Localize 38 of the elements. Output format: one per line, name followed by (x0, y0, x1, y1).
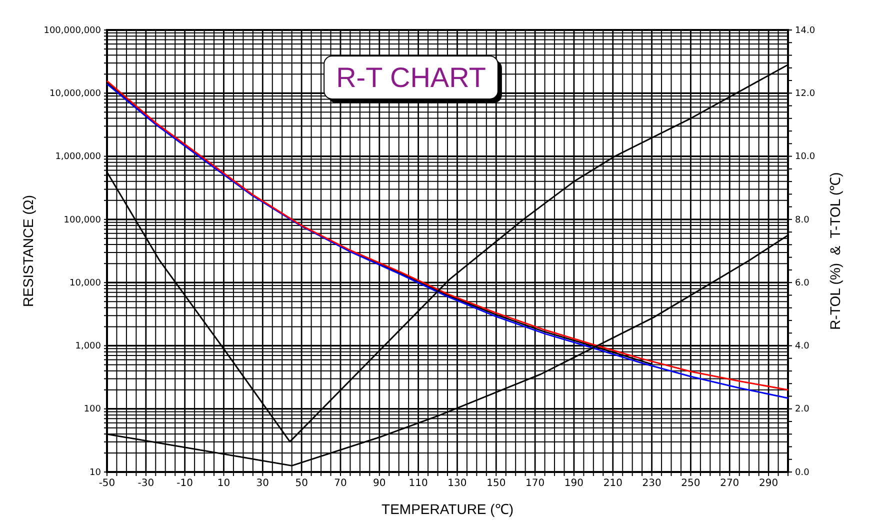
y2-tick-label: 12.0 (795, 89, 816, 100)
x-tick-label: 270 (720, 478, 740, 490)
y-tick-label: 100,000 (64, 215, 102, 226)
x-tick-label: 170 (526, 478, 545, 490)
y2-tick-label: 4.0 (795, 342, 810, 352)
y2-tick-label: 0.0 (795, 468, 810, 478)
y2-tick-label: 10.0 (795, 152, 816, 162)
x-tick-label: 90 (373, 478, 386, 490)
x-axis-title: TEMPERATURE (℃) (382, 501, 514, 517)
y-tick-label: 1,000 (75, 342, 102, 352)
y-tick-label: 10,000,000 (49, 89, 102, 100)
x-tick-label: 190 (564, 478, 584, 490)
x-tick-label: 250 (681, 478, 700, 490)
y2-tick-label: 6.0 (795, 278, 810, 288)
y2-axis-title: R-TOL (%) & T-TOL (℃) (827, 172, 843, 330)
y-tick-label: 100,000,000 (44, 26, 102, 36)
y2-tick-label: 8.0 (795, 215, 810, 226)
text: R-T CHART (336, 62, 486, 93)
y2-tick-label: 2.0 (795, 404, 810, 415)
x-tick-label: 150 (486, 478, 506, 490)
y-tick-label: 10 (90, 468, 102, 478)
y-tick-label: 100 (84, 404, 102, 415)
x-tick-label: 210 (603, 478, 622, 490)
x-tick-label: 50 (295, 478, 308, 490)
x-tick-label: 130 (448, 478, 467, 490)
y-tick-label: 10,000 (70, 278, 102, 288)
y-axis-title: RESISTANCE (Ω) (20, 194, 36, 308)
x-tick-label: -10 (176, 478, 193, 490)
x-tick-label: 110 (408, 478, 428, 490)
x-tick-label: 230 (642, 478, 662, 490)
x-tick-label: 290 (758, 478, 778, 490)
y-tick-label: 1,000,000 (55, 152, 102, 162)
y2-tick-label: 14.0 (795, 26, 816, 36)
x-tick-label: -30 (138, 478, 154, 490)
x-tick-label: -50 (98, 478, 116, 490)
x-tick-label: 70 (334, 478, 347, 490)
x-tick-label: 30 (256, 478, 270, 490)
x-tick-label: 10 (217, 478, 230, 490)
